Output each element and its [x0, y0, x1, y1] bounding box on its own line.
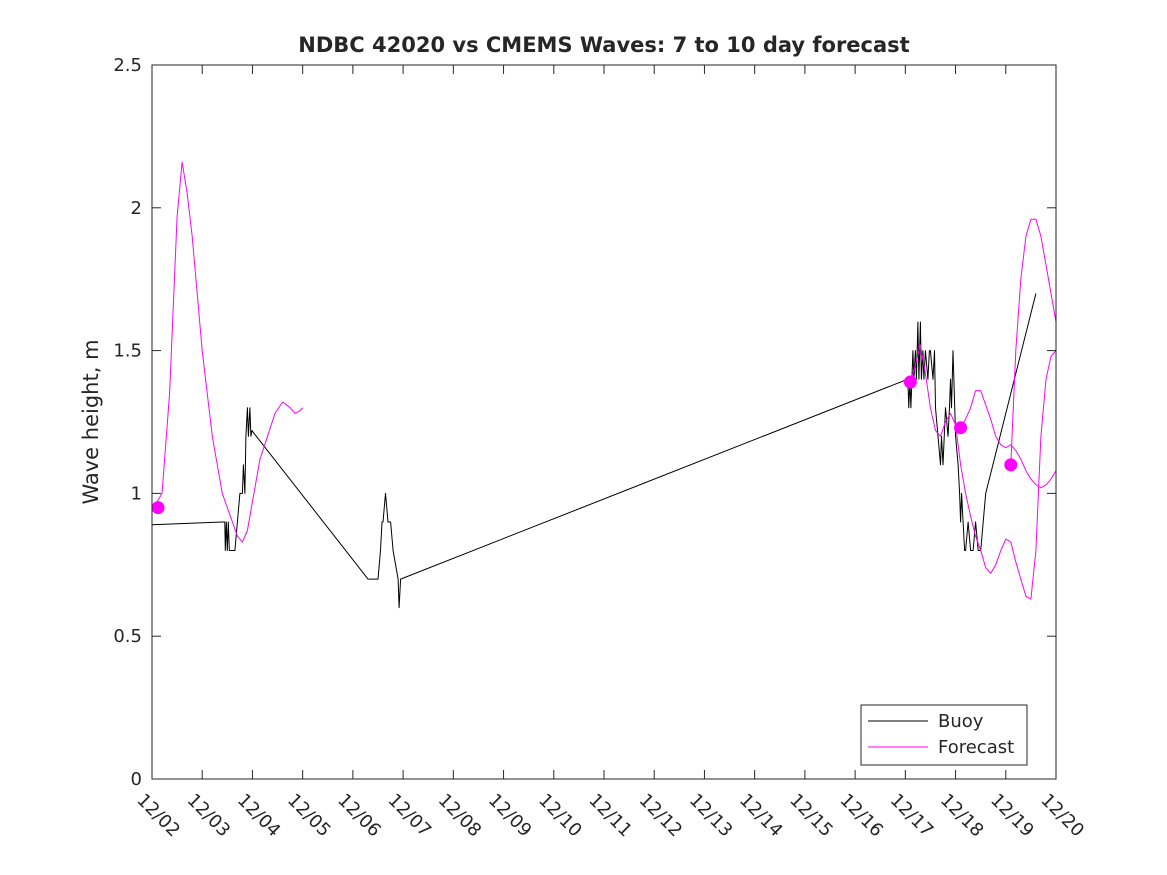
x-tick-label: 12/06 — [333, 790, 385, 842]
x-tick-label: 12/16 — [836, 790, 888, 842]
x-tick-label: 12/18 — [936, 790, 988, 842]
x-tick-label: 12/08 — [434, 790, 486, 842]
y-tick-label: 1 — [131, 483, 142, 504]
legend: Buoy Forecast — [860, 704, 1028, 766]
x-tick-label: 12/12 — [635, 790, 687, 842]
x-tick-label: 12/20 — [1036, 790, 1088, 842]
legend-buoy-label: Buoy — [938, 711, 984, 732]
x-tick-label: 12/15 — [785, 790, 837, 842]
y-tick-label: 2 — [131, 198, 142, 219]
forecast-series-line-3 — [960, 390, 1057, 489]
forecast-series-line-4 — [1010, 218, 1057, 465]
series-layer — [151, 161, 1057, 609]
x-tick-label: 12/04 — [233, 790, 285, 842]
x-tick-label: 12/13 — [685, 790, 737, 842]
chart-title: NDBC 42020 vs CMEMS Waves: 7 to 10 day f… — [298, 33, 909, 57]
forecast-start-marker-1 — [151, 501, 165, 515]
plot-background — [152, 65, 1056, 779]
x-tick-label: 12/10 — [534, 790, 586, 842]
x-tick-label: 12/07 — [384, 790, 436, 842]
forecast-start-marker-4 — [1004, 458, 1018, 472]
x-tick-label: 12/14 — [735, 790, 787, 842]
forecast-start-marker-3 — [954, 421, 968, 435]
y-tick-label: 2.5 — [113, 55, 142, 76]
x-tick-label: 12/17 — [886, 790, 938, 842]
legend-box — [860, 704, 1028, 766]
y-tick-label: 0.5 — [113, 626, 142, 647]
x-tick-label: 12/19 — [986, 790, 1038, 842]
forecast-series-line-1 — [151, 161, 304, 543]
x-tick-label: 12/05 — [283, 790, 335, 842]
x-tick-label: 12/09 — [484, 790, 536, 842]
x-tick-label: 12/11 — [584, 790, 636, 842]
legend-forecast-label: Forecast — [938, 737, 1014, 758]
x-tick-label: 12/02 — [132, 790, 184, 842]
forecast-series-line-2 — [909, 344, 1057, 600]
y-tick-label: 0 — [131, 769, 142, 790]
x-tick-label: 12/03 — [183, 790, 235, 842]
y-tick-label: 1.5 — [113, 341, 142, 362]
forecast-start-marker-2 — [903, 375, 917, 389]
y-axis-label: Wave height, m — [79, 339, 103, 504]
